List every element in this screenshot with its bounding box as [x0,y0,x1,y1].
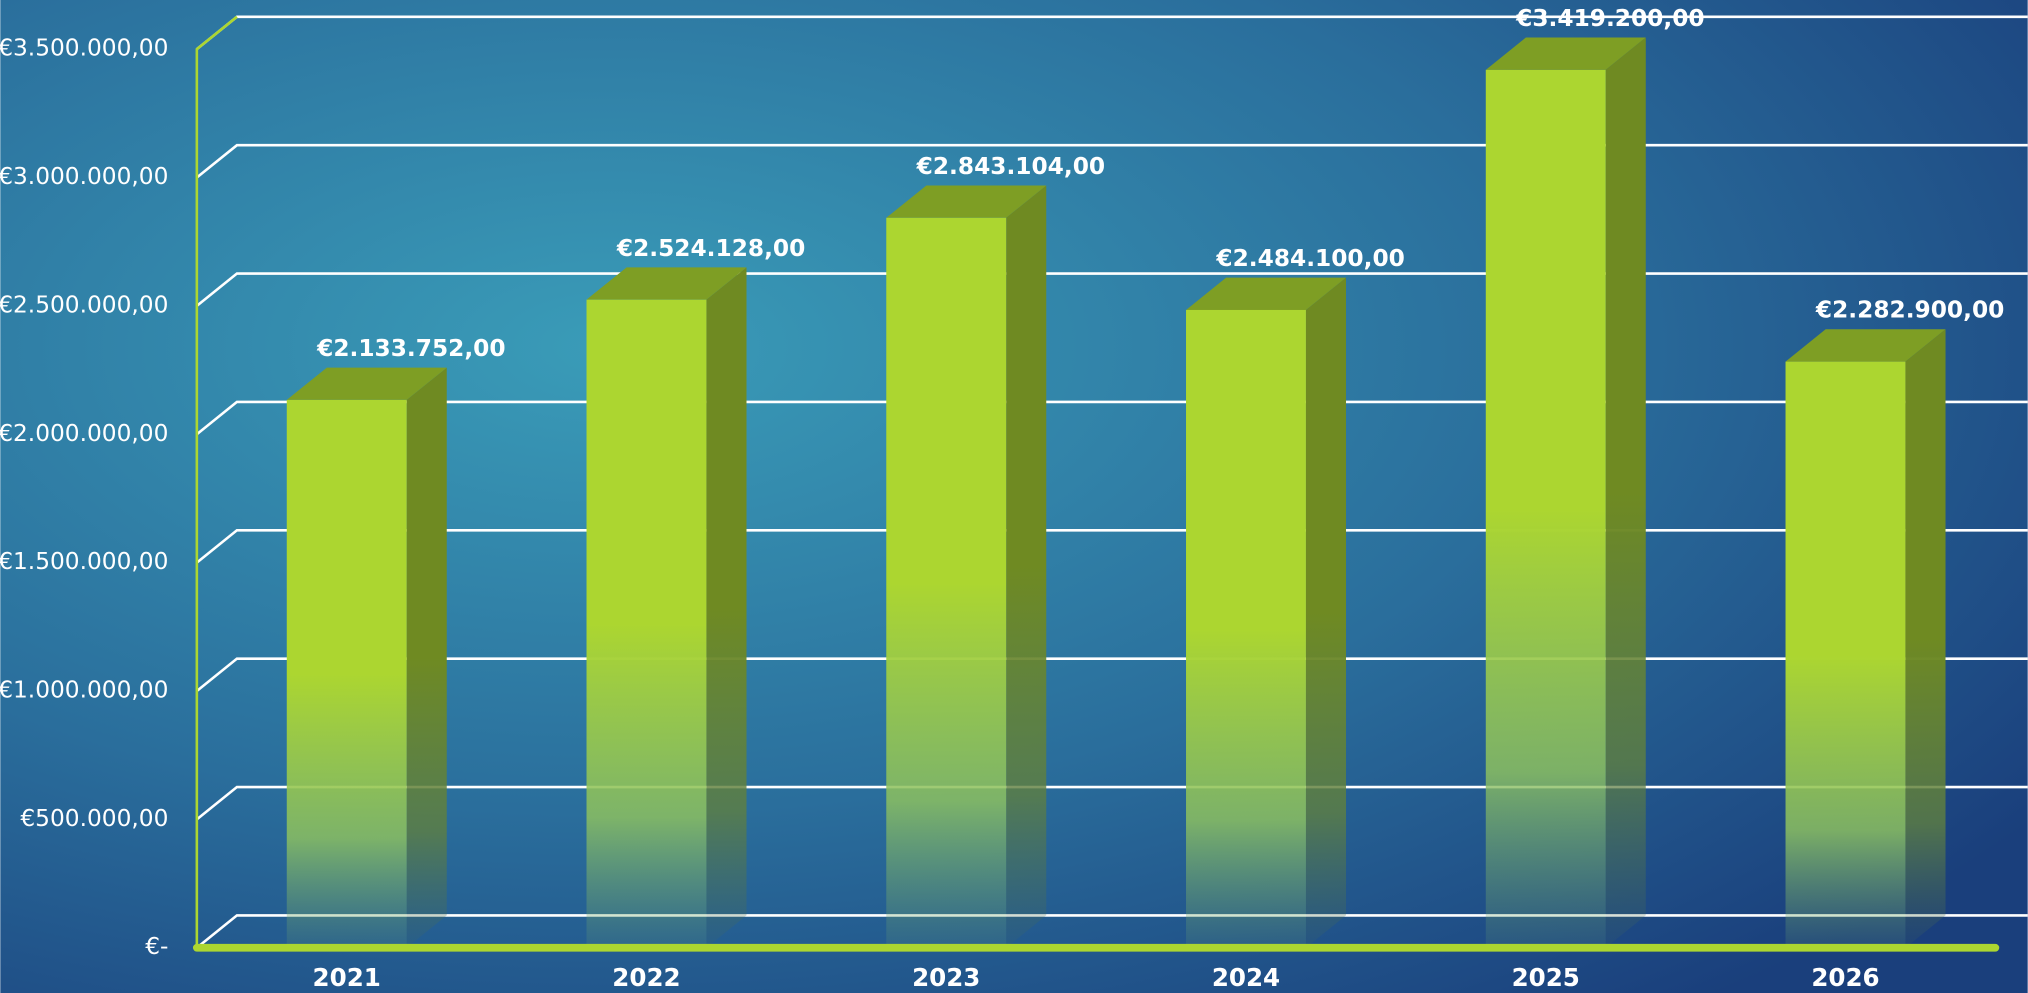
y-tick-label: €1.000.000,00 [0,676,168,703]
y-tick-label: €2.000.000,00 [0,420,168,447]
bar [586,299,707,948]
y-tick-label: €- [145,933,168,960]
y-tick-label: €3.000.000,00 [0,163,168,190]
grid-line [196,272,2028,307]
value-label: €2.133.752,00 [316,335,505,362]
grid-line [196,785,2028,821]
y-tick-label: €2.500.000,00 [0,291,168,318]
bar-side [1605,37,1646,948]
grid-line [196,400,2028,436]
y-tick-label: €1.500.000,00 [0,548,168,575]
value-label: €3.419.200,00 [1515,5,1704,32]
x-tick-label: 2025 [1512,963,1580,992]
bar-side [1305,277,1347,948]
grid-line [196,914,2028,949]
bar [1186,309,1306,948]
x-tick-label: 2022 [612,963,680,992]
grid-line [196,143,2028,179]
value-label: €2.484.100,00 [1215,245,1404,272]
bar-side [406,367,447,948]
bar-top [1186,277,1347,310]
y-axis [195,15,238,948]
bar [1485,69,1606,948]
x-tick-label: 2023 [912,963,980,992]
bar-side [1905,329,1946,948]
x-tick-label: 2024 [1212,963,1280,992]
bar-top [1785,329,1946,362]
y-tick-label: €500.000,00 [20,805,168,832]
bar-side [1006,185,1047,948]
bar [886,217,1007,948]
bar-top [286,367,447,400]
grid-line [196,657,2028,693]
x-tick-label: 2026 [1811,963,1879,992]
grid-line [196,529,2028,564]
value-label: €2.282.900,00 [1815,297,2004,324]
bar-top [1485,37,1646,70]
bar [286,399,407,948]
bar-side [706,267,747,948]
bar-top [886,185,1047,218]
value-label: €2.524.128,00 [616,235,805,262]
bar-top [586,267,747,300]
x-tick-label: 2021 [313,963,381,992]
value-label: €2.843.104,00 [916,153,1105,180]
bar [1785,361,1906,948]
y-tick-label: €3.500.000,00 [0,35,168,62]
